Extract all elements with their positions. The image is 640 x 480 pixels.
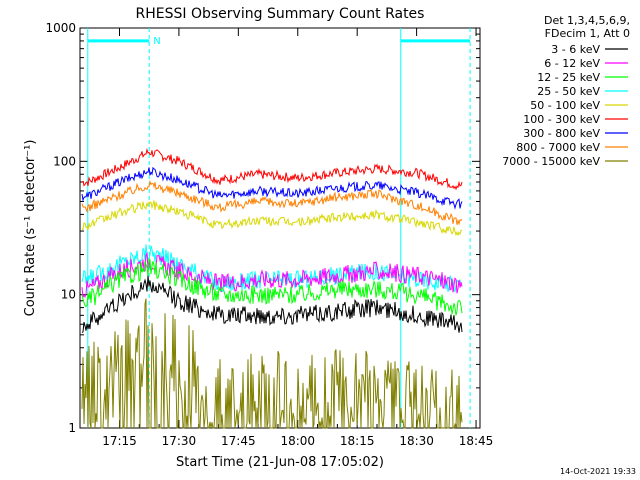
timestamp: 14-Oct-2021 19:33 (560, 467, 636, 476)
y-tick-label: 1000 (45, 21, 76, 35)
series-line (81, 166, 463, 210)
series-line (81, 275, 463, 334)
x-tick-label: 18:45 (459, 434, 494, 448)
legend-label: 3 - 6 keV (551, 43, 600, 56)
legend-label: 100 - 300 keV (523, 113, 600, 126)
chart-title: RHESSI Observing Summary Count Rates (136, 6, 425, 22)
legend-label: 25 - 50 keV (537, 85, 600, 98)
legend-label: 50 - 100 keV (530, 99, 600, 112)
x-tick-label: 18:30 (399, 434, 434, 448)
series-line (81, 258, 463, 316)
x-tick-label: 17:30 (162, 434, 197, 448)
y-tick-label: 10 (61, 288, 76, 302)
legend-label: 12 - 25 keV (537, 71, 600, 84)
series-line (81, 200, 463, 237)
x-tick-label: 17:45 (221, 434, 256, 448)
axis-ticks: 17:15 17:30 17:45 18:00 18:15 18:30 18:45 1 10 10… (45, 21, 493, 448)
x-axis-label: Start Time (21-Jun-08 17:05:02) (176, 455, 384, 470)
y-tick-label: 1 (68, 421, 76, 435)
x-tick-label: 18:00 (280, 434, 315, 448)
series-line (81, 298, 463, 429)
legend-header-2: FDecim 1, Att 0 (545, 27, 630, 40)
legend-label: 6 - 12 keV (544, 57, 600, 70)
series-line (81, 179, 463, 226)
y-tick-label: 100 (53, 154, 76, 168)
series-line (81, 251, 463, 299)
legend-label: 300 - 800 keV (523, 127, 600, 140)
x-tick-label: 18:15 (340, 434, 375, 448)
series-line (81, 147, 463, 191)
night-marker-label: N (153, 36, 160, 47)
legend-header-1: Det 1,3,4,5,6,9, (544, 14, 630, 27)
series-lines (81, 147, 463, 429)
legend-label: 800 - 7000 keV (516, 141, 600, 154)
plot-area (79, 27, 481, 429)
x-tick-label: 17:15 (102, 434, 137, 448)
y-axis-label: Count Rate (s⁻¹ detector⁻¹) (23, 140, 38, 317)
legend-label: 7000 - 15000 keV (502, 155, 600, 168)
